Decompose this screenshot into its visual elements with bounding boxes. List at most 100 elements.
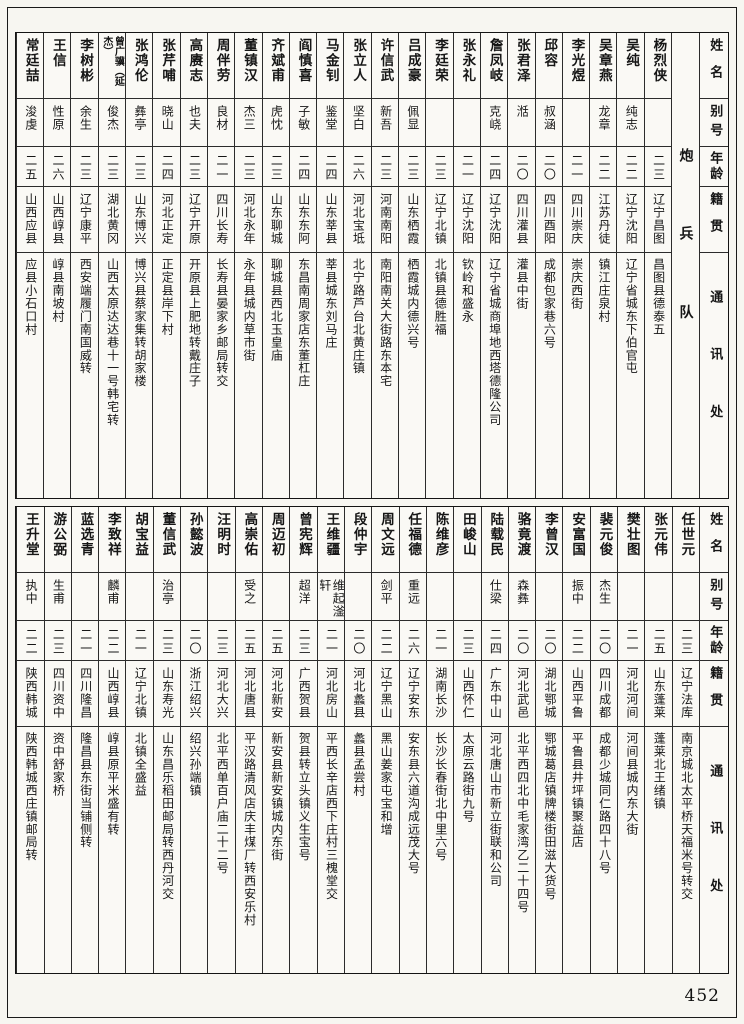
entry-native: 辽宁北镇 [126,661,153,727]
entry-name: 吴纯 [617,33,644,99]
entry-native: 河北永年 [235,187,262,253]
entry-address: 黑山姜家屯宝和增 [379,732,394,836]
entry-name: 许信武 [371,33,399,99]
entry-column: 张元伟 二五 山东蓬莱 蓬莱北王绪镇 [644,507,672,973]
entry-address: 北镇县德胜福 [433,258,448,336]
entry-native: 广东中山 [481,661,508,727]
entry-age: 二三 [71,147,98,187]
entry-native: 广西贺县 [290,661,317,727]
entry-alias [263,573,290,621]
entry-name: 陈维彦 [426,507,454,573]
entry-alias [454,573,481,621]
entry-age: 二三 [644,147,671,187]
entry-age: 二〇 [344,621,372,661]
entry-name: 裴元俊 [590,507,618,573]
entry-native: 山东博兴 [126,187,153,253]
entry-address: 南阳南关大街路东本宅 [378,258,393,388]
entry-native: 辽宁沈阳 [453,187,480,253]
entry-native: 辽宁昌图 [644,187,671,253]
entry-native: 山西平鲁 [563,661,590,727]
entry-alias [672,573,699,621]
entry-age: 二一 [126,621,153,661]
entry-age: 二三 [672,621,699,661]
entry-name: 李廷荣 [426,33,453,99]
entry-column: 王维疆 维起滏轩 二一 河北房山 平西长辛店西下庄村三槐堂交 [316,507,344,973]
entry-alias: 纯志 [617,99,644,147]
entry-name: 段仲宇 [344,507,372,573]
entry-native: 河北房山 [317,661,344,727]
entry-column: 王升堂 执中 二二 陕西韩城 陕西韩城西庄镇邮局转 [16,507,44,973]
entry-name: 骆竟渡 [508,507,536,573]
entry-native: 河北武邑 [508,661,536,727]
entry-name: 詹凤岐 [480,33,508,99]
header-name: 姓名 [700,33,728,99]
entry-alias [453,99,480,147]
entry-native: 河北唐县 [235,661,262,727]
entry-native: 辽宁开原 [180,187,207,253]
entry-address: 鄂城葛店镇牌楼街田滋大货号 [543,732,557,901]
entry-column: 段仲宇 二〇 河北蠡县 蠡县孟尝村 [343,507,372,973]
entry-address: 蓬莱北王绪镇 [652,732,667,810]
entry-native: 辽宁安东 [399,661,426,727]
entry-age: 二四 [153,147,180,187]
entry-address: 北平西单百户庙二十二号 [215,732,230,875]
entry-address: 辽宁省城东下伯官屯 [624,258,639,375]
entry-address: 东昌南周家店东董杠庄 [296,258,311,388]
entry-column: 常廷喆 浚虔 二五 山西应县 应县小石口村 [15,33,44,498]
entry-alias [426,573,454,621]
entry-column: 安富国 振中 二二 山西平鲁 平鲁县井坪镇聚益店 [562,507,590,973]
entry-age: 二一 [562,147,590,187]
entry-name: 任福德 [399,507,426,573]
entry-alias [126,573,153,621]
entry-alias: 子敏 [289,99,317,147]
entry-alias: 鉴堂 [317,99,344,147]
entry-address: 镇江庄泉村 [596,258,611,323]
entry-age: 二三 [399,147,426,187]
entry-native: 山东蓬莱 [645,661,672,727]
entry-address: 崞县原平米盛有转 [106,732,120,836]
entry-address: 长寿县晏家乡邮局转交 [214,258,229,388]
entry-alias: 龙章 [590,99,617,147]
entry-age: 二二 [99,621,126,661]
entry-alias [344,573,372,621]
entry-address: 绍兴孙端镇 [187,732,202,797]
entry-native: 山西应县 [16,187,44,253]
entry-address: 成都少城同仁路四十八号 [597,732,612,875]
entry-alias: 佩显 [399,99,426,147]
entry-age: 二五 [235,621,262,661]
entry-alias: 俊杰 [98,99,126,147]
entry-native: 山东寿光 [153,661,181,727]
entry-column: 高赓志 也夫 二三 辽宁开原 开原县上肥地转戴庄子 [179,33,207,498]
entry-alias [644,99,671,147]
entry-name: 游公弼 [44,507,71,573]
entry-address: 河间县城内东大街 [624,732,639,836]
entry-column: 王信 性原 二六 山西崞县 崞县南坡村 [43,33,71,498]
entry-name: 杨烈侠 [644,33,671,99]
entry-native: 河北宝坻 [344,187,371,253]
entry-column: 杨烈侠 二三 辽宁昌图 昌图县德泰五 [643,33,671,498]
entry-alias: 虎忱 [262,99,289,147]
entry-name: 李光煜 [562,33,590,99]
entry-native: 河南南阳 [371,187,399,253]
entry-age: 二一 [618,621,645,661]
entry-address: 长沙长春街北中里六号 [433,732,448,862]
entry-name: 李树彬 [71,33,98,99]
entry-address: 灌县中街 [515,258,530,310]
entry-name: 孙懿波 [181,507,208,573]
entry-name: 任世元 [672,507,699,573]
entry-address: 西安端履门南国威转 [78,258,93,375]
entry-address: 崞县南坡村 [51,258,66,323]
entry-age: 二五 [263,621,290,661]
entry-age: 二二 [617,147,644,187]
directory-table-top: 姓名 别号 年龄 籍贯 通讯处 炮兵队 杨烈侠 二三 辽宁昌图 昌图县德泰五 吴… [15,32,729,499]
entry-name: 蓝选青 [71,507,99,573]
entry-age: 二一 [71,621,99,661]
entry-name: 王升堂 [17,507,44,573]
entry-age: 二〇 [590,621,618,661]
entry-native: 陕西韩城 [17,661,44,727]
entry-address: 蠡县孟尝村 [351,732,366,797]
entry-column: 李曾汉 二〇 湖北鄂城 鄂城葛店镇牌楼街田滋大货号 [535,507,563,973]
entry-alias [181,573,208,621]
entry-alias: 杰生 [590,573,618,621]
entry-age: 二三 [262,147,289,187]
